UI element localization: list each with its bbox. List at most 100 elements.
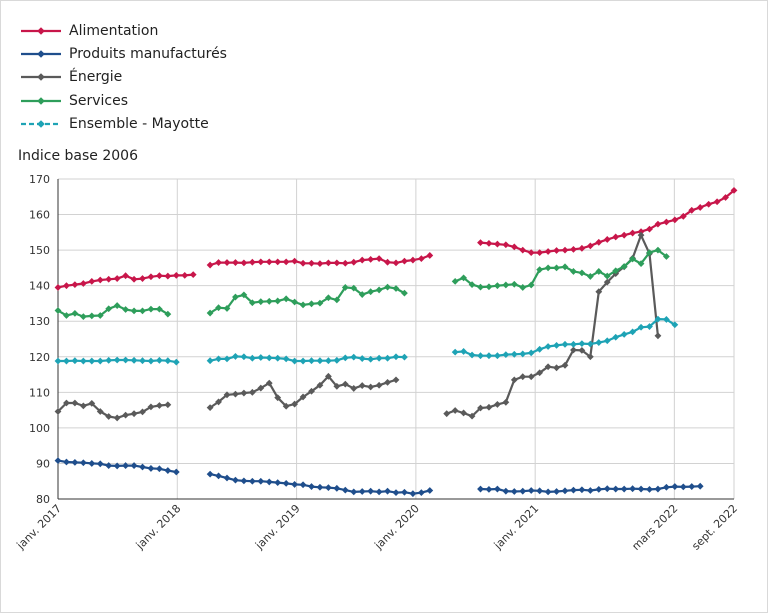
series-2-point bbox=[477, 404, 484, 412]
series-2-point bbox=[570, 346, 577, 354]
series-0-point bbox=[96, 276, 104, 284]
series-1-point bbox=[274, 479, 282, 487]
series-2-point bbox=[553, 364, 560, 372]
series-0-point bbox=[265, 258, 273, 266]
series-0-point bbox=[696, 204, 704, 211]
series-0-point bbox=[122, 272, 129, 280]
series-1-point bbox=[350, 488, 358, 496]
y-tick-label: 100 bbox=[29, 422, 50, 435]
series-1-point bbox=[586, 487, 594, 494]
series-2-point bbox=[308, 387, 315, 395]
series-4-point bbox=[308, 357, 315, 365]
series-4-point bbox=[536, 345, 544, 353]
series-3-point bbox=[494, 282, 501, 290]
series-4-point bbox=[257, 354, 265, 361]
series-4-point bbox=[215, 355, 222, 363]
series-3-point bbox=[316, 299, 324, 307]
series-4-point bbox=[147, 357, 155, 365]
legend-swatch-marker bbox=[37, 120, 45, 128]
series-4-point bbox=[79, 357, 87, 365]
x-tick-label: janv. 2017 bbox=[14, 502, 65, 553]
series-3-point bbox=[502, 281, 510, 289]
series-3-point bbox=[54, 307, 62, 314]
series-2-point bbox=[105, 413, 113, 420]
series-0-point bbox=[722, 194, 729, 201]
series-2-point bbox=[375, 381, 383, 389]
series-1-point bbox=[156, 465, 163, 473]
series-2-point bbox=[536, 369, 544, 377]
series-2-point bbox=[358, 382, 366, 389]
series-2-point bbox=[54, 408, 62, 415]
series-0-point bbox=[299, 259, 307, 267]
series-4-point bbox=[105, 356, 113, 364]
series-4-point bbox=[333, 356, 341, 364]
series-0-point bbox=[274, 258, 282, 266]
y-tick-label: 160 bbox=[29, 209, 50, 222]
series-3-point bbox=[544, 264, 552, 272]
series-0-point bbox=[519, 246, 527, 254]
series-1-point bbox=[325, 484, 332, 492]
series-0-point bbox=[291, 257, 298, 265]
series-3-point bbox=[139, 307, 146, 315]
series-3-point bbox=[510, 280, 518, 288]
series-3-line bbox=[209, 286, 405, 314]
series-0-point bbox=[181, 271, 189, 279]
series-0-point bbox=[477, 239, 484, 247]
series-4-point bbox=[477, 352, 484, 360]
series-0-point bbox=[215, 259, 222, 266]
series-0-point bbox=[629, 229, 636, 237]
series-4-point bbox=[88, 357, 96, 365]
series-3-point bbox=[358, 291, 366, 298]
series-0-point bbox=[409, 256, 417, 264]
series-3-point bbox=[586, 273, 594, 280]
series-0-point bbox=[139, 275, 146, 282]
y-tick-label: 130 bbox=[29, 315, 50, 328]
series-0-point bbox=[713, 198, 721, 206]
series-3-point bbox=[570, 268, 577, 275]
series-2-point bbox=[316, 381, 324, 389]
series-1-point bbox=[485, 486, 493, 493]
series-2-point bbox=[460, 409, 467, 417]
series-4-point bbox=[401, 353, 408, 361]
series-1-point bbox=[612, 485, 620, 493]
series-0-point bbox=[282, 258, 290, 266]
series-0-point bbox=[510, 243, 518, 251]
series-4-point bbox=[485, 352, 493, 360]
series-0-point bbox=[350, 258, 358, 266]
legend-swatch bbox=[21, 73, 61, 82]
series-2-point bbox=[595, 288, 603, 296]
legend: Alimentation Produits manufacturés Énergie… bbox=[19, 19, 227, 135]
series-4-point bbox=[578, 340, 586, 348]
series-0-point bbox=[612, 233, 620, 241]
series-1-point bbox=[79, 459, 87, 467]
series-1-point bbox=[646, 486, 653, 493]
series-2-point bbox=[257, 384, 265, 392]
series-0-point bbox=[316, 260, 324, 268]
series-0-point bbox=[536, 249, 544, 256]
series-1-point bbox=[265, 478, 273, 486]
series-3-point bbox=[122, 306, 129, 313]
series-2-point bbox=[468, 412, 476, 420]
series-2-point bbox=[223, 391, 231, 399]
series-0-line bbox=[480, 189, 735, 254]
series-0-point bbox=[663, 218, 670, 226]
series-2-point bbox=[130, 410, 138, 418]
series-3-point bbox=[274, 297, 282, 305]
series-3-point bbox=[646, 249, 653, 256]
series-3-point bbox=[375, 286, 383, 294]
series-3-point bbox=[206, 309, 214, 317]
series-1-point bbox=[232, 476, 239, 484]
series-1-point bbox=[367, 487, 375, 495]
series-0-point bbox=[105, 275, 113, 283]
series-1-point bbox=[257, 477, 265, 485]
series-1-point bbox=[494, 485, 501, 493]
series-4-point bbox=[544, 343, 552, 350]
series-4-point bbox=[494, 352, 501, 360]
series-3-point bbox=[215, 304, 222, 312]
series-0-point bbox=[646, 225, 653, 233]
series-2-point bbox=[494, 401, 501, 408]
y-tick-label: 120 bbox=[29, 351, 50, 364]
series-2-point bbox=[113, 414, 121, 422]
legend-label: Énergie bbox=[69, 69, 123, 86]
